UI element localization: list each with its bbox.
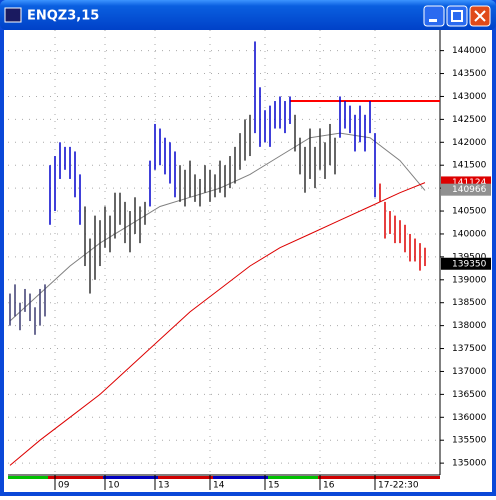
moving-average [9, 182, 426, 466]
y-tick-label: 144000 [452, 46, 487, 56]
minimize-icon [429, 19, 437, 22]
title-bar [0, 0, 496, 30]
y-tick-label: 139000 [452, 275, 487, 285]
maximize-icon [451, 10, 463, 22]
y-tick-label: 140500 [452, 207, 487, 217]
price-tag [441, 257, 491, 270]
y-tick-label: 135000 [452, 459, 487, 469]
x-tick-label: 13 [158, 481, 169, 491]
y-tick-label: 137000 [452, 367, 487, 377]
maximize-button[interactable] [446, 5, 468, 27]
y-tick-label: 143500 [452, 69, 487, 79]
price-tag-label: 141124 [452, 178, 487, 188]
minimize-button[interactable] [423, 5, 445, 27]
x-tick-label: 14 [213, 481, 225, 491]
y-tick-label: 142000 [452, 138, 487, 148]
y-tick-label: 138000 [452, 321, 487, 331]
x-tick-label: 15 [268, 481, 279, 491]
y-tick-label: 140000 [452, 229, 487, 239]
window-icon [4, 7, 22, 23]
y-tick-label: 135500 [452, 436, 487, 446]
y-tick-label: 136000 [452, 413, 487, 423]
price-tag [441, 183, 491, 196]
plot: 135000 135500 136000 136500 137000 137500 1380… [8, 30, 491, 491]
x-tick-label: 09 [58, 481, 70, 491]
x-tick-label: 16 [323, 481, 335, 491]
session-strip [8, 476, 48, 479]
y-tick-label: 142500 [452, 115, 487, 125]
session-strip [318, 476, 373, 479]
x-tick-label: 17-22:30 [378, 481, 419, 491]
session-strip [268, 476, 318, 479]
session-strip [373, 476, 440, 479]
y-tick-label: 143000 [452, 92, 487, 102]
y-tick-label: 138500 [452, 298, 487, 308]
y-tick-label: 141500 [452, 161, 487, 171]
close-icon [474, 10, 486, 22]
x-tick-label: 10 [108, 481, 120, 491]
session-strip [213, 476, 268, 479]
window-title: ENQZ3,15 [27, 9, 99, 24]
session-strip [48, 476, 103, 479]
price-tag-label: 139350 [452, 259, 487, 269]
price-tag-label: 140966 [452, 185, 487, 195]
y-tick-label: 136500 [452, 390, 487, 400]
y-tick-label: 139500 [452, 252, 487, 262]
session-strip [158, 476, 213, 479]
y-tick-label: 137500 [452, 344, 487, 354]
session-strip [103, 476, 158, 479]
